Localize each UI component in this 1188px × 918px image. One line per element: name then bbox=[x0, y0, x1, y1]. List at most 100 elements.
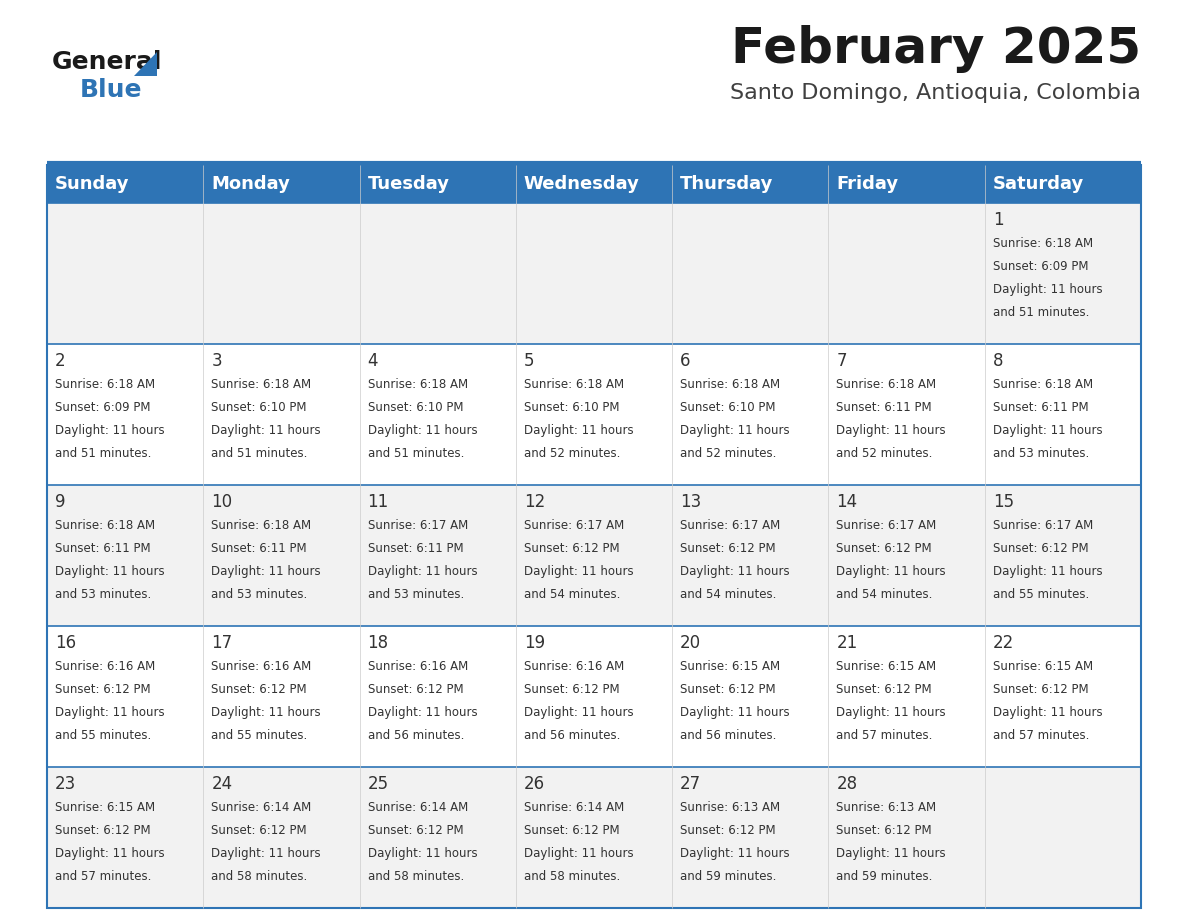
Text: Tuesday: Tuesday bbox=[367, 175, 449, 193]
FancyBboxPatch shape bbox=[48, 626, 1140, 767]
Text: and 52 minutes.: and 52 minutes. bbox=[836, 447, 933, 461]
Text: and 51 minutes.: and 51 minutes. bbox=[55, 447, 151, 461]
Text: Daylight: 11 hours: Daylight: 11 hours bbox=[993, 424, 1102, 437]
Text: Wednesday: Wednesday bbox=[524, 175, 639, 193]
Text: 18: 18 bbox=[367, 634, 388, 652]
Text: 5: 5 bbox=[524, 352, 535, 370]
Text: Sunrise: 6:13 AM: Sunrise: 6:13 AM bbox=[681, 800, 781, 813]
Text: Thursday: Thursday bbox=[681, 175, 773, 193]
Text: 27: 27 bbox=[681, 775, 701, 793]
Text: Sunrise: 6:18 AM: Sunrise: 6:18 AM bbox=[993, 377, 1093, 390]
Text: and 57 minutes.: and 57 minutes. bbox=[993, 730, 1089, 743]
Text: and 55 minutes.: and 55 minutes. bbox=[55, 730, 151, 743]
Text: and 53 minutes.: and 53 minutes. bbox=[55, 588, 151, 601]
Text: 13: 13 bbox=[681, 493, 701, 511]
Text: Daylight: 11 hours: Daylight: 11 hours bbox=[211, 424, 321, 437]
Text: 17: 17 bbox=[211, 634, 233, 652]
Text: Friday: Friday bbox=[836, 175, 898, 193]
Text: and 58 minutes.: and 58 minutes. bbox=[524, 870, 620, 883]
Text: Sunset: 6:12 PM: Sunset: 6:12 PM bbox=[524, 683, 619, 696]
Text: Sunset: 6:12 PM: Sunset: 6:12 PM bbox=[367, 823, 463, 837]
Text: Daylight: 11 hours: Daylight: 11 hours bbox=[367, 424, 478, 437]
Text: Daylight: 11 hours: Daylight: 11 hours bbox=[367, 847, 478, 860]
Text: Sunset: 6:12 PM: Sunset: 6:12 PM bbox=[681, 683, 776, 696]
Text: February 2025: February 2025 bbox=[731, 25, 1140, 73]
Text: Sunset: 6:12 PM: Sunset: 6:12 PM bbox=[836, 823, 933, 837]
Text: and 56 minutes.: and 56 minutes. bbox=[681, 730, 777, 743]
Text: Sunset: 6:12 PM: Sunset: 6:12 PM bbox=[681, 823, 776, 837]
Text: Sunset: 6:12 PM: Sunset: 6:12 PM bbox=[524, 823, 619, 837]
Text: 1: 1 bbox=[993, 211, 1004, 229]
Text: Sunset: 6:12 PM: Sunset: 6:12 PM bbox=[211, 823, 307, 837]
Text: Santo Domingo, Antioquia, Colombia: Santo Domingo, Antioquia, Colombia bbox=[731, 83, 1140, 103]
Text: and 53 minutes.: and 53 minutes. bbox=[367, 588, 463, 601]
Text: Daylight: 11 hours: Daylight: 11 hours bbox=[211, 706, 321, 719]
Text: and 58 minutes.: and 58 minutes. bbox=[367, 870, 463, 883]
Text: 12: 12 bbox=[524, 493, 545, 511]
Text: and 56 minutes.: and 56 minutes. bbox=[367, 730, 465, 743]
Text: Sunrise: 6:17 AM: Sunrise: 6:17 AM bbox=[524, 519, 624, 532]
Text: Sunset: 6:12 PM: Sunset: 6:12 PM bbox=[211, 683, 307, 696]
Text: Sunset: 6:12 PM: Sunset: 6:12 PM bbox=[55, 683, 151, 696]
Text: 16: 16 bbox=[55, 634, 76, 652]
Text: and 59 minutes.: and 59 minutes. bbox=[681, 870, 777, 883]
FancyBboxPatch shape bbox=[48, 203, 1140, 344]
Text: Sunset: 6:10 PM: Sunset: 6:10 PM bbox=[367, 401, 463, 414]
Text: Sunset: 6:10 PM: Sunset: 6:10 PM bbox=[211, 401, 307, 414]
Text: and 51 minutes.: and 51 minutes. bbox=[211, 447, 308, 461]
Text: Sunset: 6:12 PM: Sunset: 6:12 PM bbox=[993, 542, 1088, 554]
Text: and 57 minutes.: and 57 minutes. bbox=[836, 730, 933, 743]
Text: 6: 6 bbox=[681, 352, 690, 370]
Text: 22: 22 bbox=[993, 634, 1015, 652]
Text: Sunrise: 6:17 AM: Sunrise: 6:17 AM bbox=[836, 519, 936, 532]
Text: Sunset: 6:12 PM: Sunset: 6:12 PM bbox=[55, 823, 151, 837]
Text: 3: 3 bbox=[211, 352, 222, 370]
Text: and 54 minutes.: and 54 minutes. bbox=[836, 588, 933, 601]
Text: Daylight: 11 hours: Daylight: 11 hours bbox=[55, 706, 165, 719]
Text: Sunset: 6:12 PM: Sunset: 6:12 PM bbox=[524, 542, 619, 554]
Text: 19: 19 bbox=[524, 634, 545, 652]
Text: 28: 28 bbox=[836, 775, 858, 793]
Text: 10: 10 bbox=[211, 493, 233, 511]
Text: and 59 minutes.: and 59 minutes. bbox=[836, 870, 933, 883]
Text: Sunrise: 6:18 AM: Sunrise: 6:18 AM bbox=[681, 377, 781, 390]
Text: Daylight: 11 hours: Daylight: 11 hours bbox=[836, 565, 946, 578]
Text: 23: 23 bbox=[55, 775, 76, 793]
Text: 21: 21 bbox=[836, 634, 858, 652]
Text: and 53 minutes.: and 53 minutes. bbox=[993, 447, 1089, 461]
Text: and 51 minutes.: and 51 minutes. bbox=[993, 307, 1089, 319]
Text: 26: 26 bbox=[524, 775, 545, 793]
Text: Daylight: 11 hours: Daylight: 11 hours bbox=[55, 565, 165, 578]
Text: Sunrise: 6:14 AM: Sunrise: 6:14 AM bbox=[211, 800, 311, 813]
Text: Sunrise: 6:18 AM: Sunrise: 6:18 AM bbox=[55, 377, 156, 390]
Text: Daylight: 11 hours: Daylight: 11 hours bbox=[681, 424, 790, 437]
Text: Daylight: 11 hours: Daylight: 11 hours bbox=[993, 706, 1102, 719]
Text: Sunset: 6:12 PM: Sunset: 6:12 PM bbox=[836, 683, 933, 696]
Text: Daylight: 11 hours: Daylight: 11 hours bbox=[524, 424, 633, 437]
Text: Sunrise: 6:15 AM: Sunrise: 6:15 AM bbox=[55, 800, 156, 813]
Text: Daylight: 11 hours: Daylight: 11 hours bbox=[55, 424, 165, 437]
Text: Daylight: 11 hours: Daylight: 11 hours bbox=[524, 706, 633, 719]
Text: Sunday: Sunday bbox=[55, 175, 129, 193]
Text: 15: 15 bbox=[993, 493, 1013, 511]
Text: Daylight: 11 hours: Daylight: 11 hours bbox=[211, 847, 321, 860]
Text: Sunset: 6:12 PM: Sunset: 6:12 PM bbox=[836, 542, 933, 554]
Text: Sunrise: 6:16 AM: Sunrise: 6:16 AM bbox=[367, 660, 468, 673]
Text: and 55 minutes.: and 55 minutes. bbox=[993, 588, 1089, 601]
Text: Daylight: 11 hours: Daylight: 11 hours bbox=[993, 283, 1102, 297]
Text: and 57 minutes.: and 57 minutes. bbox=[55, 870, 151, 883]
Text: and 58 minutes.: and 58 minutes. bbox=[211, 870, 308, 883]
Text: Sunrise: 6:18 AM: Sunrise: 6:18 AM bbox=[993, 237, 1093, 250]
Text: Sunset: 6:11 PM: Sunset: 6:11 PM bbox=[211, 542, 307, 554]
Text: Sunrise: 6:16 AM: Sunrise: 6:16 AM bbox=[211, 660, 311, 673]
Text: Sunset: 6:11 PM: Sunset: 6:11 PM bbox=[55, 542, 151, 554]
Text: Blue: Blue bbox=[80, 78, 143, 102]
Polygon shape bbox=[134, 52, 157, 76]
Text: and 52 minutes.: and 52 minutes. bbox=[681, 447, 777, 461]
Text: Sunrise: 6:15 AM: Sunrise: 6:15 AM bbox=[681, 660, 781, 673]
Text: 9: 9 bbox=[55, 493, 65, 511]
Text: Sunrise: 6:16 AM: Sunrise: 6:16 AM bbox=[524, 660, 624, 673]
Text: Sunrise: 6:18 AM: Sunrise: 6:18 AM bbox=[211, 519, 311, 532]
Text: Sunrise: 6:15 AM: Sunrise: 6:15 AM bbox=[836, 660, 936, 673]
Text: Daylight: 11 hours: Daylight: 11 hours bbox=[993, 565, 1102, 578]
